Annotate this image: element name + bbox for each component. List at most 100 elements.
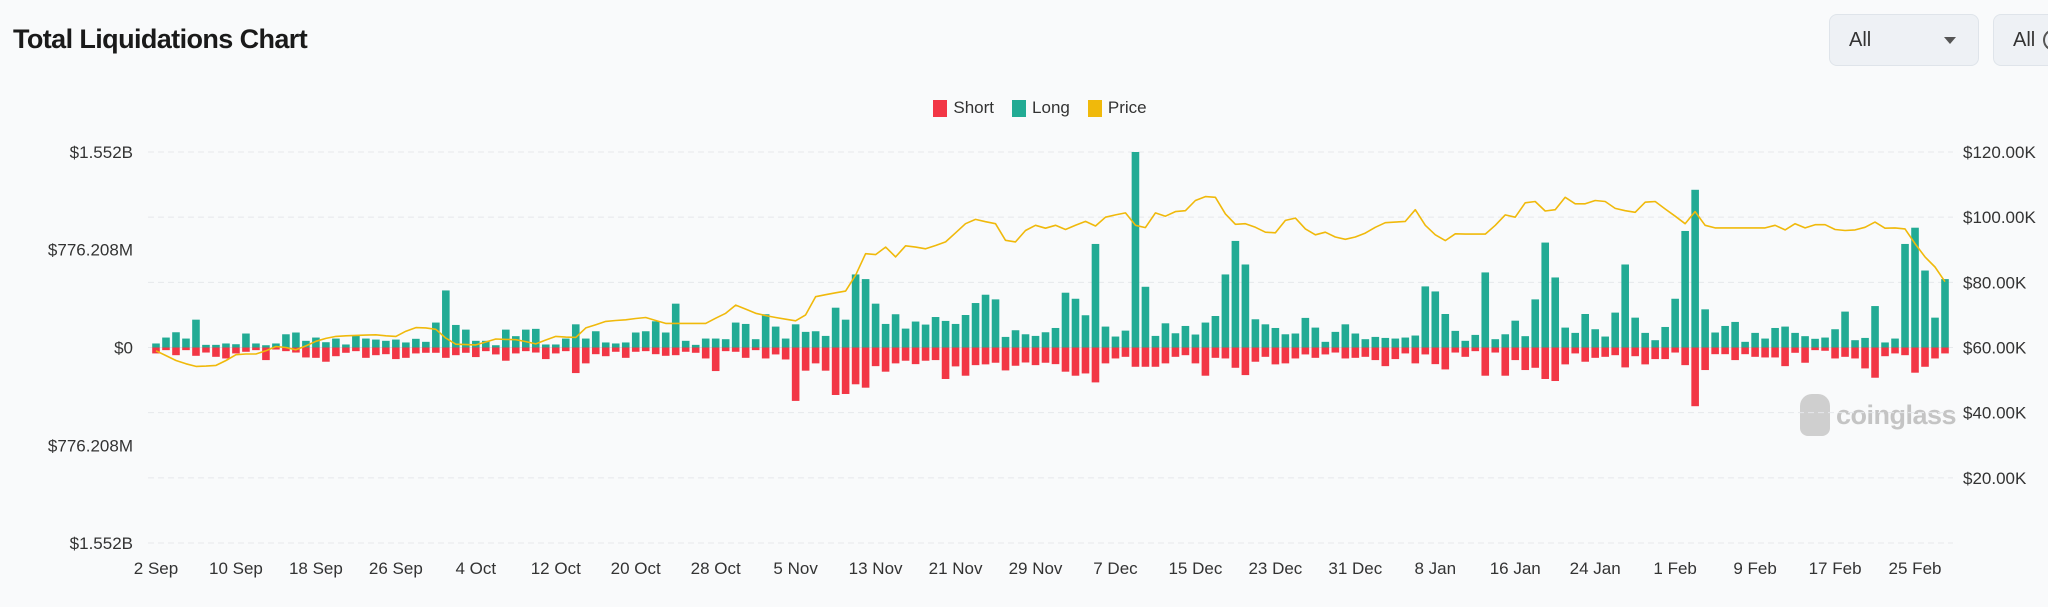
long-bar xyxy=(1611,312,1619,348)
short-bar xyxy=(641,347,650,352)
long-bar xyxy=(931,317,940,348)
long-bar xyxy=(1761,338,1769,348)
short-series xyxy=(152,347,1949,407)
short-bar xyxy=(152,347,160,354)
long-bar xyxy=(1431,291,1440,348)
short-bar xyxy=(352,347,360,352)
x-axis-tick: 10 Sep xyxy=(209,559,263,578)
long-bar xyxy=(1731,321,1739,348)
short-bar xyxy=(1841,347,1849,357)
short-bar xyxy=(901,347,910,361)
short-bar xyxy=(811,347,820,364)
long-bar xyxy=(1341,324,1350,348)
short-bar xyxy=(402,347,410,358)
short-bar xyxy=(242,347,250,352)
short-bar xyxy=(382,347,390,355)
short-bar xyxy=(462,347,470,353)
x-axis-tick: 5 Nov xyxy=(773,559,818,578)
long-bar xyxy=(761,314,770,348)
short-bar xyxy=(272,347,280,350)
short-bar xyxy=(312,347,320,358)
short-bar xyxy=(531,347,540,353)
short-bar xyxy=(1751,347,1759,357)
short-bar xyxy=(1921,347,1929,367)
long-bar xyxy=(1901,243,1909,348)
long-bar xyxy=(1871,306,1879,348)
short-bar xyxy=(162,347,170,351)
short-bar xyxy=(322,347,330,362)
short-bar xyxy=(1341,347,1350,359)
long-bar xyxy=(741,323,750,348)
legend-short-swatch xyxy=(933,99,948,117)
long-bar xyxy=(1281,334,1290,348)
right-axis-tick: $80.00K xyxy=(1963,273,2027,292)
legend-short[interactable]: Short xyxy=(933,98,994,118)
short-bar xyxy=(1181,347,1190,356)
short-bar xyxy=(851,347,860,385)
short-bar xyxy=(1231,347,1240,368)
range-dropdown[interactable]: All xyxy=(1993,14,2048,66)
left-axis-tick: $776.208M xyxy=(48,241,133,260)
short-bar xyxy=(282,347,290,352)
short-bar xyxy=(1251,347,1260,362)
long-bar xyxy=(781,338,790,348)
short-bar xyxy=(801,347,810,371)
short-bar xyxy=(1581,347,1590,362)
short-bar xyxy=(1211,347,1220,358)
short-bar xyxy=(422,347,430,353)
x-axis-tick: 24 Jan xyxy=(1570,559,1621,578)
long-bar xyxy=(1301,317,1310,348)
legend-price[interactable]: Price xyxy=(1087,98,1147,118)
long-bar xyxy=(991,299,1000,348)
long-bar xyxy=(502,329,510,348)
long-bar xyxy=(551,344,560,348)
filter-dropdown[interactable]: All xyxy=(1829,14,1979,66)
legend-long[interactable]: Long xyxy=(1012,98,1070,118)
long-bar xyxy=(1941,279,1949,348)
long-bar xyxy=(791,324,800,348)
legend-long-label: Long xyxy=(1032,98,1070,117)
long-bar xyxy=(482,340,490,348)
right-axis-tick: $40.00K xyxy=(1963,404,2027,423)
long-bar xyxy=(1591,329,1599,348)
long-bar xyxy=(541,344,550,348)
short-bar xyxy=(1321,347,1330,355)
short-bar xyxy=(262,347,270,361)
long-bar xyxy=(1811,338,1819,348)
long-bar xyxy=(392,339,400,348)
long-bar xyxy=(182,338,190,348)
short-bar xyxy=(771,347,780,355)
short-bar xyxy=(741,347,750,358)
short-bar xyxy=(1021,347,1030,363)
short-bar xyxy=(1521,347,1530,371)
short-bar xyxy=(541,347,550,360)
short-bar xyxy=(1011,347,1020,366)
short-bar xyxy=(1061,347,1070,372)
short-bar xyxy=(212,347,220,357)
short-bar xyxy=(731,347,740,352)
short-bar xyxy=(1141,347,1150,367)
long-bar xyxy=(432,322,440,348)
short-bar xyxy=(1351,347,1360,358)
short-bar xyxy=(1271,347,1280,365)
long-bar xyxy=(1751,332,1759,348)
short-bar xyxy=(781,347,790,360)
long-bar xyxy=(1461,340,1470,348)
long-bar xyxy=(1081,315,1090,348)
short-bar xyxy=(1041,347,1050,363)
short-bar xyxy=(561,347,570,352)
short-bar xyxy=(502,347,510,361)
long-bar xyxy=(1781,326,1789,348)
long-bar xyxy=(1821,337,1829,348)
long-bar xyxy=(242,333,250,348)
short-bar xyxy=(1491,347,1500,353)
short-bar xyxy=(1161,347,1170,364)
long-bar xyxy=(212,344,220,348)
long-bar xyxy=(1131,152,1140,348)
long-bar xyxy=(1371,336,1380,348)
short-bar xyxy=(482,347,490,352)
long-bar xyxy=(1741,341,1749,348)
x-axis-tick: 9 Feb xyxy=(1733,559,1776,578)
long-bar xyxy=(821,335,830,348)
short-bar xyxy=(1901,347,1909,356)
